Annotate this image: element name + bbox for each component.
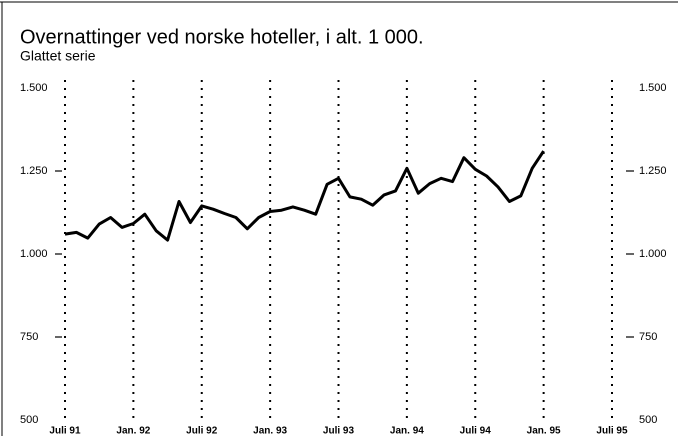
x-tick-label: Juli 94 bbox=[460, 426, 492, 436]
y2-tick-label: 1.500 bbox=[639, 82, 667, 94]
x-tick-label: Jan. 94 bbox=[390, 426, 424, 436]
x-tick-label: Juli 93 bbox=[323, 426, 355, 436]
y2-tick-label: 1.250 bbox=[639, 165, 667, 177]
y2-tick-label: 1.000 bbox=[639, 248, 667, 260]
y-tick-label: 750 bbox=[20, 331, 38, 343]
x-tick-label: Jan. 95 bbox=[527, 426, 561, 436]
x-tick-label: Juli 92 bbox=[186, 426, 218, 436]
chart-title: Overnattinger ved norske hoteller, i alt… bbox=[20, 26, 424, 48]
y-tick-label: 500 bbox=[20, 414, 38, 426]
y-tick-label: 1.000 bbox=[20, 248, 48, 260]
x-tick-label: Juli 95 bbox=[596, 426, 628, 436]
x-tick-label: Juli 91 bbox=[49, 426, 81, 436]
y-tick-label: 1.500 bbox=[20, 82, 48, 94]
y-tick-label: 1.250 bbox=[20, 165, 48, 177]
x-tick-label: Jan. 92 bbox=[116, 426, 150, 436]
data-line bbox=[64, 150, 545, 242]
y2-tick-label: 750 bbox=[639, 331, 657, 343]
x-tick-label: Jan. 93 bbox=[253, 426, 287, 436]
chart-subtitle: Glattet serie bbox=[20, 48, 96, 64]
y2-tick-label: 500 bbox=[639, 414, 657, 426]
